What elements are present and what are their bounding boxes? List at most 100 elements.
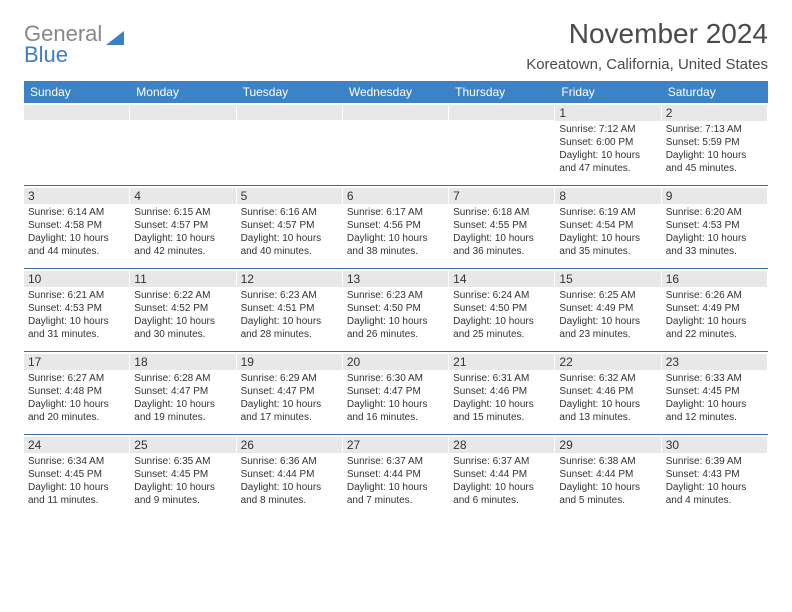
day-number: 23: [662, 354, 767, 370]
day-cell: 14Sunrise: 6:24 AMSunset: 4:50 PMDayligh…: [449, 269, 555, 351]
day-number: 27: [343, 437, 448, 453]
day-number: [449, 105, 554, 120]
day-details: Sunrise: 6:20 AMSunset: 4:53 PMDaylight:…: [666, 206, 763, 258]
week-row: 1 Sunrise: 7:12 AMSunset: 6:00 PMDaylight…: [24, 103, 768, 185]
day-cell: 4 Sunrise: 6:15 AMSunset: 4:57 PMDaylight…: [130, 186, 236, 268]
day-number: [24, 105, 129, 120]
day-details: Sunrise: 6:30 AMSunset: 4:47 PMDaylight:…: [347, 372, 444, 424]
day-cell: 24 Sunrise: 6:34 AMSunset: 4:45 PMDayligh…: [24, 435, 130, 517]
day-details: Sunrise: 6:38 AMSunset: 4:44 PMDaylight:…: [559, 455, 656, 507]
week-row: 3 Sunrise: 6:14 AMSunset: 4:58 PMDaylight…: [24, 185, 768, 268]
day-cell: 13 Sunrise: 6:23 AMSunset: 4:50 PMDayligh…: [343, 269, 449, 351]
day-details: Sunrise: 6:33 AMSunset: 4:45 PMDaylight:…: [666, 372, 763, 424]
day-cell: 17Sunrise: 6:27 AMSunset: 4:48 PMDayligh…: [24, 352, 130, 434]
day-number: [237, 105, 342, 120]
day-number: 29: [555, 437, 660, 453]
day-details: Sunrise: 6:36 AMSunset: 4:44 PMDaylight:…: [241, 455, 338, 507]
day-cell: 18Sunrise: 6:28 AMSunset: 4:47 PMDayligh…: [130, 352, 236, 434]
day-cell: 11Sunrise: 6:22 AMSunset: 4:52 PMDayligh…: [130, 269, 236, 351]
day-number: 26: [237, 437, 342, 453]
day-number: 30: [662, 437, 767, 453]
day-cell: 15 Sunrise: 6:25 AMSunset: 4:49 PMDayligh…: [555, 269, 661, 351]
day-cell: [130, 103, 236, 185]
day-cell: 6Sunrise: 6:17 AMSunset: 4:56 PMDaylight…: [343, 186, 449, 268]
day-header: Tuesday: [237, 81, 343, 103]
day-details: Sunrise: 7:12 AMSunset: 6:00 PMDaylight:…: [559, 123, 656, 175]
day-cell: [24, 103, 130, 185]
week-row: 17Sunrise: 6:27 AMSunset: 4:48 PMDayligh…: [24, 351, 768, 434]
week-row: 24 Sunrise: 6:34 AMSunset: 4:45 PMDayligh…: [24, 434, 768, 517]
day-number: 12: [237, 271, 342, 287]
day-number: 15: [555, 271, 660, 287]
day-cell: 25 Sunrise: 6:35 AMSunset: 4:45 PMDayligh…: [130, 435, 236, 517]
day-number: 20: [343, 354, 448, 370]
day-details: Sunrise: 6:25 AMSunset: 4:49 PMDaylight:…: [559, 289, 656, 341]
logo: General Blue: [24, 24, 124, 66]
day-cell: 26 Sunrise: 6:36 AMSunset: 4:44 PMDayligh…: [237, 435, 343, 517]
day-header: Thursday: [449, 81, 555, 103]
day-cell: 7 Sunrise: 6:18 AMSunset: 4:55 PMDaylight…: [449, 186, 555, 268]
day-cell: 21Sunrise: 6:31 AMSunset: 4:46 PMDayligh…: [449, 352, 555, 434]
day-cell: 16Sunrise: 6:26 AMSunset: 4:49 PMDayligh…: [662, 269, 768, 351]
day-number: 24: [24, 437, 129, 453]
location-text: Koreatown, California, United States: [526, 56, 768, 73]
day-cell: [449, 103, 555, 185]
calendar: Sunday Monday Tuesday Wednesday Thursday…: [24, 81, 768, 517]
day-cell: 10Sunrise: 6:21 AMSunset: 4:53 PMDayligh…: [24, 269, 130, 351]
day-details: Sunrise: 6:22 AMSunset: 4:52 PMDaylight:…: [134, 289, 231, 341]
logo-triangle-icon: [106, 31, 124, 45]
day-details: Sunrise: 6:16 AMSunset: 4:57 PMDaylight:…: [241, 206, 338, 258]
day-details: Sunrise: 6:39 AMSunset: 4:43 PMDaylight:…: [666, 455, 763, 507]
day-cell: [237, 103, 343, 185]
day-details: Sunrise: 6:29 AMSunset: 4:47 PMDaylight:…: [241, 372, 338, 424]
calendar-page: General Blue November 2024 Koreatown, Ca…: [0, 0, 792, 535]
day-cell: 23 Sunrise: 6:33 AMSunset: 4:45 PMDayligh…: [662, 352, 768, 434]
day-number: [343, 105, 448, 120]
day-number: 2: [662, 105, 767, 121]
month-title: November 2024: [526, 18, 768, 50]
day-details: Sunrise: 6:15 AMSunset: 4:57 PMDaylight:…: [134, 206, 231, 258]
day-cell: [343, 103, 449, 185]
day-details: Sunrise: 6:37 AMSunset: 4:44 PMDaylight:…: [453, 455, 550, 507]
day-details: Sunrise: 6:23 AMSunset: 4:50 PMDaylight:…: [347, 289, 444, 341]
day-number: 19: [237, 354, 342, 370]
day-number: 4: [130, 188, 235, 204]
day-header: Wednesday: [343, 81, 449, 103]
day-cell: 5Sunrise: 6:16 AMSunset: 4:57 PMDaylight…: [237, 186, 343, 268]
day-number: 8: [555, 188, 660, 204]
day-cell: 2 Sunrise: 7:13 AMSunset: 5:59 PMDaylight…: [662, 103, 768, 185]
day-number: 7: [449, 188, 554, 204]
day-number: 9: [662, 188, 767, 204]
day-number: 28: [449, 437, 554, 453]
day-cell: 8 Sunrise: 6:19 AMSunset: 4:54 PMDaylight…: [555, 186, 661, 268]
logo-text-bottom: Blue: [24, 45, 102, 66]
day-details: Sunrise: 6:35 AMSunset: 4:45 PMDaylight:…: [134, 455, 231, 507]
day-number: 13: [343, 271, 448, 287]
day-number: 3: [24, 188, 129, 204]
day-details: Sunrise: 6:18 AMSunset: 4:55 PMDaylight:…: [453, 206, 550, 258]
day-details: Sunrise: 6:21 AMSunset: 4:53 PMDaylight:…: [28, 289, 125, 341]
day-cell: 27 Sunrise: 6:37 AMSunset: 4:44 PMDayligh…: [343, 435, 449, 517]
day-header: Friday: [555, 81, 661, 103]
day-number: 25: [130, 437, 235, 453]
day-cell: 29 Sunrise: 6:38 AMSunset: 4:44 PMDayligh…: [555, 435, 661, 517]
weeks-container: 1 Sunrise: 7:12 AMSunset: 6:00 PMDaylight…: [24, 103, 768, 517]
day-details: Sunrise: 6:37 AMSunset: 4:44 PMDaylight:…: [347, 455, 444, 507]
day-number: 1: [555, 105, 660, 121]
day-details: Sunrise: 6:19 AMSunset: 4:54 PMDaylight:…: [559, 206, 656, 258]
day-cell: 30 Sunrise: 6:39 AMSunset: 4:43 PMDayligh…: [662, 435, 768, 517]
day-details: Sunrise: 6:23 AMSunset: 4:51 PMDaylight:…: [241, 289, 338, 341]
day-details: Sunrise: 6:26 AMSunset: 4:49 PMDaylight:…: [666, 289, 763, 341]
week-row: 10Sunrise: 6:21 AMSunset: 4:53 PMDayligh…: [24, 268, 768, 351]
day-details: Sunrise: 6:24 AMSunset: 4:50 PMDaylight:…: [453, 289, 550, 341]
day-details: Sunrise: 6:34 AMSunset: 4:45 PMDaylight:…: [28, 455, 125, 507]
day-details: Sunrise: 6:14 AMSunset: 4:58 PMDaylight:…: [28, 206, 125, 258]
day-cell: 3 Sunrise: 6:14 AMSunset: 4:58 PMDaylight…: [24, 186, 130, 268]
day-header-row: Sunday Monday Tuesday Wednesday Thursday…: [24, 81, 768, 103]
day-header: Monday: [130, 81, 236, 103]
day-details: Sunrise: 7:13 AMSunset: 5:59 PMDaylight:…: [666, 123, 763, 175]
day-cell: 28 Sunrise: 6:37 AMSunset: 4:44 PMDayligh…: [449, 435, 555, 517]
day-cell: 20 Sunrise: 6:30 AMSunset: 4:47 PMDayligh…: [343, 352, 449, 434]
day-header: Sunday: [24, 81, 130, 103]
day-number: 22: [555, 354, 660, 370]
